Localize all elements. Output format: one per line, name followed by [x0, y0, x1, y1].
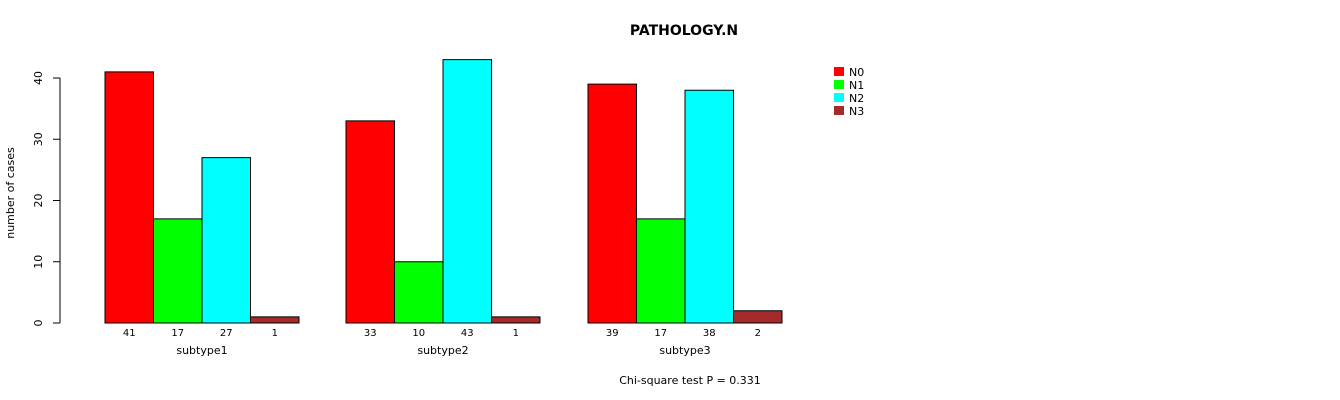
- y-tick-label: 40: [32, 71, 45, 85]
- y-tick-label: 0: [32, 320, 45, 327]
- bar-subtype1-N1: [153, 218, 203, 324]
- y-tick-label: 10: [32, 255, 45, 269]
- bar-value-label: 10: [412, 328, 425, 339]
- chi-square-footnote: Chi-square test P = 0.331: [619, 374, 761, 387]
- bar-subtype3-N2: [684, 89, 734, 324]
- group-label-subtype3: subtype3: [659, 344, 710, 357]
- group-label-subtype1: subtype1: [176, 344, 227, 357]
- bar-value-label: 43: [461, 328, 474, 339]
- bar-subtype1-N0: [104, 71, 154, 324]
- bar-value-label: 27: [220, 328, 233, 339]
- legend-label-N0: N0: [849, 66, 864, 79]
- bar-value-label: 1: [513, 328, 519, 339]
- bar-subtype1-N2: [201, 157, 251, 324]
- group-label-subtype2: subtype2: [417, 344, 468, 357]
- bar-subtype2-N0: [345, 120, 395, 324]
- y-axis: 0 10 20 30 40: [32, 71, 61, 327]
- bar-value-label: 39: [606, 328, 619, 339]
- bar-value-label: 38: [703, 328, 716, 339]
- legend-label-N2: N2: [849, 92, 864, 105]
- legend-swatch-N3: [834, 106, 844, 115]
- bar-value-label: 17: [171, 328, 184, 339]
- bar-subtype3-N3: [733, 310, 783, 324]
- legend-swatch-N1: [834, 80, 844, 89]
- bar-value-label: 33: [364, 328, 377, 339]
- legend-label-N1: N1: [849, 79, 864, 92]
- bar-subtype2-N3: [491, 316, 541, 324]
- bar-value-label: 1: [272, 328, 278, 339]
- bar-subtype3-N0: [587, 83, 637, 324]
- group-labels: subtype1 subtype2 subtype3: [176, 344, 710, 357]
- bar-value-label: 2: [755, 328, 761, 339]
- bar-subtype2-N1: [394, 261, 444, 324]
- legend-label-N3: N3: [849, 105, 864, 118]
- y-tick-label: 20: [32, 194, 45, 208]
- bar-subtype1-N3: [250, 316, 300, 324]
- bar-value-label: 41: [123, 328, 136, 339]
- bars: [104, 59, 783, 324]
- bar-value-label: 17: [654, 328, 667, 339]
- bar-subtype2-N2: [442, 59, 492, 324]
- legend-swatch-N2: [834, 93, 844, 102]
- y-tick-label: 30: [32, 132, 45, 146]
- chart-title: PATHOLOGY.N: [630, 23, 738, 39]
- bar-subtype3-N1: [636, 218, 686, 324]
- y-axis-label: number of cases: [4, 147, 17, 239]
- legend-swatch-N0: [834, 67, 844, 76]
- bar-value-labels: 41 17 27 1 33 10 43 1 39 17 38 2: [123, 328, 761, 339]
